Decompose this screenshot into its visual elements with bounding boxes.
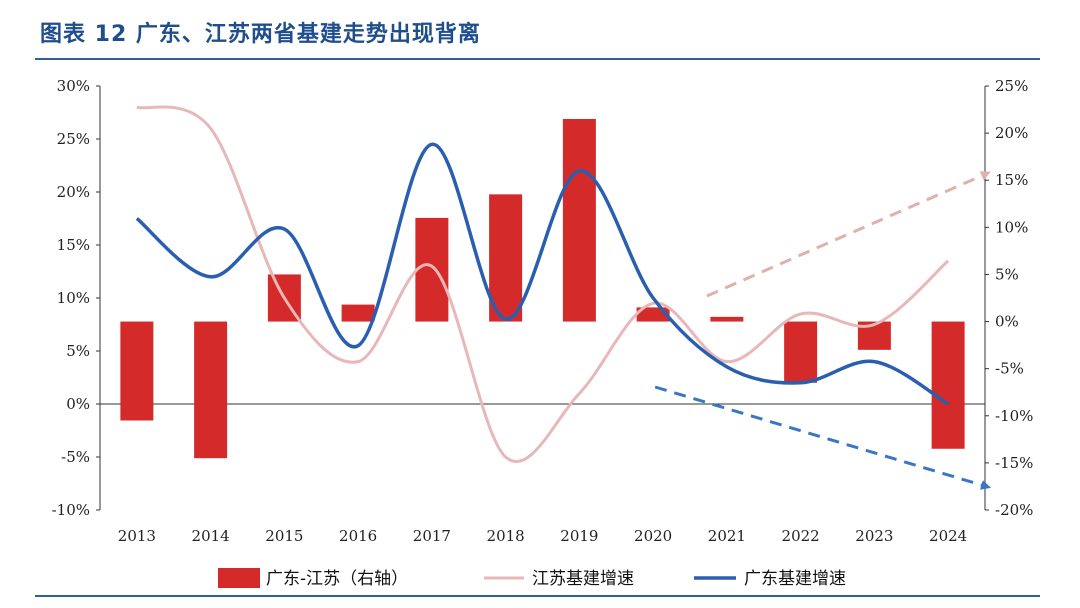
x-tick-label: 2024 (929, 527, 967, 545)
down-trend-arrow (654, 385, 991, 490)
legend-label-jiangsu: 江苏基建增速 (532, 569, 634, 589)
bar-2017 (415, 217, 449, 322)
right-tick-label: 15% (995, 171, 1028, 189)
right-tick-label: 25% (995, 77, 1028, 95)
x-tick-label: 2020 (634, 527, 672, 545)
bar-2013 (120, 321, 154, 421)
x-tick-label: 2022 (782, 527, 820, 545)
chart-header: 图表 12 广东、江苏两省基建走势出现背离 (0, 0, 1080, 60)
bar-2018 (489, 194, 523, 322)
axes-group: 30% 25% 20% 15% 10% 5% 0% -5% -10% 25% 20% 15% 10% 5%… (52, 77, 1034, 545)
right-tick-label: 20% (995, 124, 1028, 142)
top-rule (35, 58, 1040, 60)
bar-2021 (710, 316, 744, 322)
jiangsu-line (136, 105, 950, 463)
x-tick-label: 2019 (560, 527, 598, 545)
bars-group (120, 118, 965, 459)
right-tick-label: -5% (995, 360, 1024, 378)
left-tick-label: 10% (57, 289, 90, 307)
x-tick-label: 2021 (708, 527, 746, 545)
bar-2024 (931, 321, 965, 449)
left-tick-label: 20% (57, 183, 90, 201)
left-tick-label: 30% (57, 77, 90, 95)
bar-2022 (784, 321, 818, 383)
legend-label-bar: 广东-江苏（右轴） (266, 569, 408, 589)
bottom-rule (35, 595, 1040, 597)
x-tick-label: 2015 (265, 527, 303, 545)
guangdong-line (135, 142, 950, 406)
up-trend-arrow (706, 171, 991, 298)
right-tick-label: 0% (995, 313, 1019, 331)
left-tick-label: 25% (57, 130, 90, 148)
x-tick-label: 2013 (118, 527, 156, 545)
left-tick-label: 0% (66, 395, 90, 413)
chart-title: 图表 12 广东、江苏两省基建走势出现背离 (40, 22, 481, 47)
right-tick-label: -20% (995, 501, 1033, 519)
left-tick-label: 15% (57, 236, 90, 254)
legend: 广东-江苏（右轴） 江苏基建增速 广东基建增速 (218, 568, 846, 589)
bar-2019 (562, 118, 596, 322)
annotation-arrows (654, 171, 991, 490)
legend-label-guangdong: 广东基建增速 (744, 569, 846, 589)
x-tick-label: 2016 (339, 527, 377, 545)
left-tick-label: -5% (61, 448, 90, 466)
right-tick-label: -10% (995, 407, 1033, 425)
right-tick-label: -15% (995, 454, 1033, 472)
x-tick-label: 2018 (487, 527, 525, 545)
right-tick-label: 10% (995, 218, 1028, 236)
left-tick-label: 5% (66, 342, 90, 360)
right-tick-label: 5% (995, 265, 1019, 283)
lines-group (135, 105, 950, 463)
x-tick-label: 2023 (855, 527, 893, 545)
bar-2014 (194, 321, 228, 459)
bar-2016 (341, 304, 375, 322)
x-tick-label: 2017 (413, 527, 451, 545)
left-tick-label: -10% (52, 501, 90, 519)
legend-swatch-bar (218, 568, 260, 588)
x-tick-label: 2014 (192, 527, 230, 545)
